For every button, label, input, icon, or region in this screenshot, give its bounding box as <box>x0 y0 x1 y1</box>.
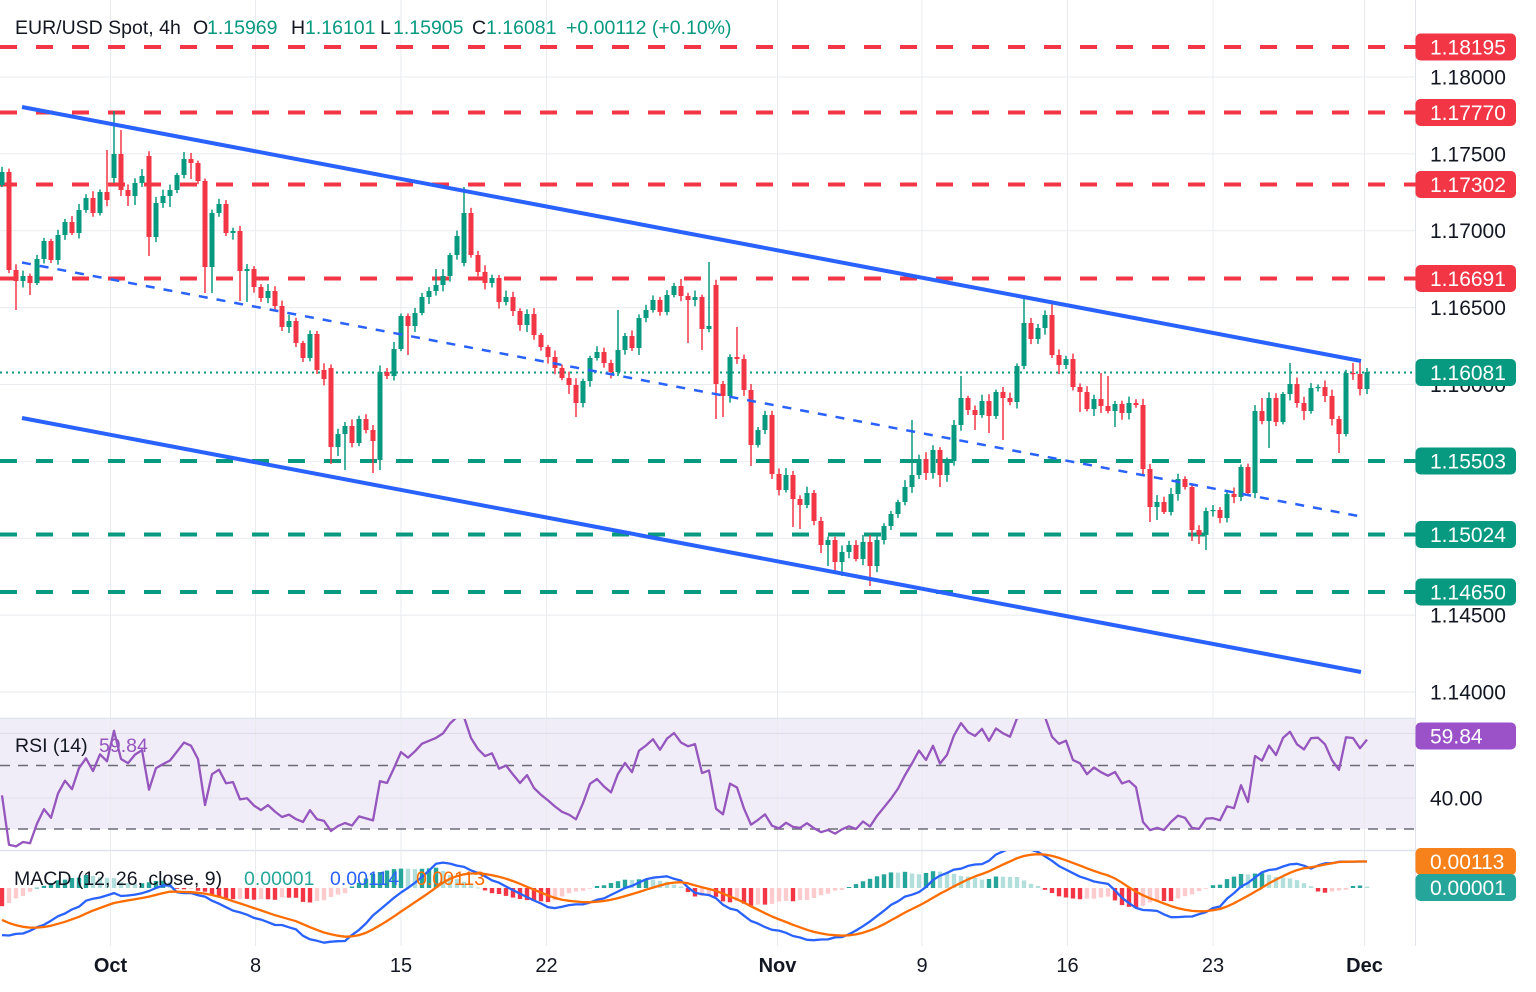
svg-text:1.16500: 1.16500 <box>1430 297 1506 320</box>
svg-text:1.14000: 1.14000 <box>1430 681 1506 704</box>
svg-text:1.18000: 1.18000 <box>1430 67 1506 90</box>
svg-text:0.00113: 0.00113 <box>1430 851 1504 874</box>
svg-text:0.00114: 0.00114 <box>330 868 399 890</box>
svg-text:59.84: 59.84 <box>99 735 148 757</box>
svg-text:H: H <box>291 17 305 39</box>
svg-text:1.15969: 1.15969 <box>207 17 278 39</box>
svg-text:9: 9 <box>916 955 927 977</box>
svg-text:1.15503: 1.15503 <box>1430 451 1506 474</box>
svg-text:1.17302: 1.17302 <box>1430 174 1506 197</box>
svg-text:1.15024: 1.15024 <box>1430 524 1506 547</box>
svg-text:1.17500: 1.17500 <box>1430 143 1506 166</box>
svg-text:1.16691: 1.16691 <box>1430 268 1506 291</box>
svg-text:1.14500: 1.14500 <box>1430 605 1506 628</box>
svg-text:+0.00112 (+0.10%): +0.00112 (+0.10%) <box>566 17 732 39</box>
svg-text:1.17000: 1.17000 <box>1430 220 1506 243</box>
svg-text:16: 16 <box>1056 955 1078 977</box>
svg-text:C: C <box>472 17 486 39</box>
svg-text:Oct: Oct <box>94 955 128 977</box>
svg-text:1.17770: 1.17770 <box>1430 102 1506 125</box>
svg-text:0.00001: 0.00001 <box>1430 877 1506 900</box>
svg-text:Dec: Dec <box>1346 955 1383 977</box>
svg-text:L: L <box>380 17 391 39</box>
svg-text:0.00001: 0.00001 <box>244 868 315 890</box>
svg-text:1.15905: 1.15905 <box>393 17 464 39</box>
svg-text:15: 15 <box>390 955 412 977</box>
svg-text:1.16081: 1.16081 <box>486 17 557 39</box>
svg-text:MACD (12, 26, close, 9): MACD (12, 26, close, 9) <box>14 868 222 890</box>
svg-text:8: 8 <box>250 955 261 977</box>
svg-text:22: 22 <box>535 955 557 977</box>
svg-text:1.16081: 1.16081 <box>1430 362 1506 385</box>
svg-text:59.84: 59.84 <box>1430 726 1483 749</box>
svg-text:Nov: Nov <box>759 955 798 977</box>
svg-text:1.18195: 1.18195 <box>1430 37 1506 60</box>
svg-text:1.16101: 1.16101 <box>305 17 376 39</box>
svg-text:O: O <box>193 17 208 39</box>
svg-text:23: 23 <box>1202 955 1224 977</box>
svg-text:RSI (14): RSI (14) <box>15 735 88 757</box>
svg-text:1.14650: 1.14650 <box>1430 582 1506 605</box>
svg-text:40.00: 40.00 <box>1430 788 1483 811</box>
svg-text:0.00113: 0.00113 <box>416 868 485 890</box>
svg-text:EUR/USD Spot, 4h: EUR/USD Spot, 4h <box>15 17 181 39</box>
